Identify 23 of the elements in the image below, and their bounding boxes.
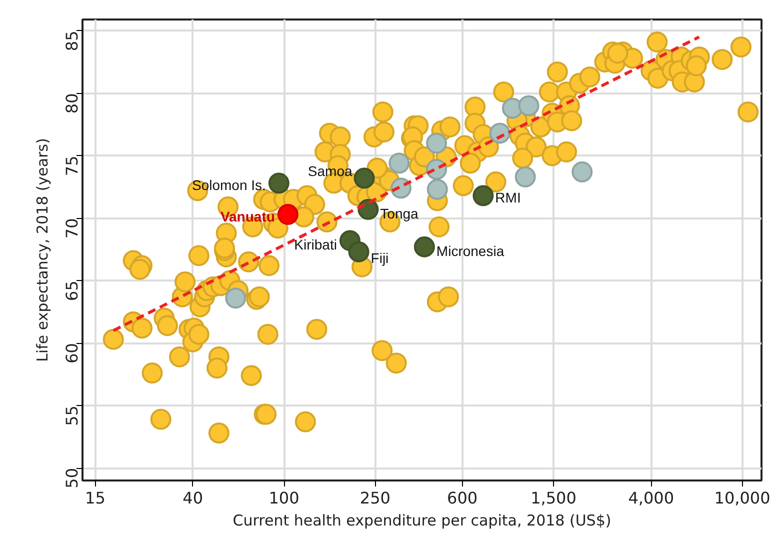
annotation: Kiribati — [294, 236, 337, 253]
x-tick-label: 1,500 — [530, 488, 576, 508]
x-tick-label: 10,000 — [714, 488, 770, 508]
x-tick-label: 250 — [360, 488, 390, 508]
y-axis-title: Life expectancy, 2018 (years) — [34, 138, 52, 362]
annotation: Micronesia — [436, 242, 504, 259]
y-tick-label: 60 — [62, 343, 82, 364]
x-tick-label: 600 — [447, 488, 478, 508]
y-tick-label: 70 — [62, 218, 82, 238]
y-tick-label: 75 — [62, 156, 82, 176]
x-axis-title: Current health expenditure per capita, 2018 (US$) — [232, 512, 612, 530]
x-tick-label: 4,000 — [628, 488, 674, 508]
annotation: Fiji — [370, 250, 389, 266]
y-tick-label: 85 — [62, 30, 82, 52]
x-tick-label: 15 — [85, 488, 106, 508]
y-tick-label: 50 — [62, 468, 82, 488]
annotation: RMI — [495, 190, 521, 206]
annotation: Tonga — [380, 205, 419, 222]
y-tick-label: 80 — [62, 93, 82, 114]
x-tick-label: 40 — [182, 488, 204, 508]
y-tick-label: 65 — [62, 280, 82, 301]
x-tick-label: 100 — [268, 488, 300, 508]
y-tick-label: 55 — [62, 406, 82, 426]
